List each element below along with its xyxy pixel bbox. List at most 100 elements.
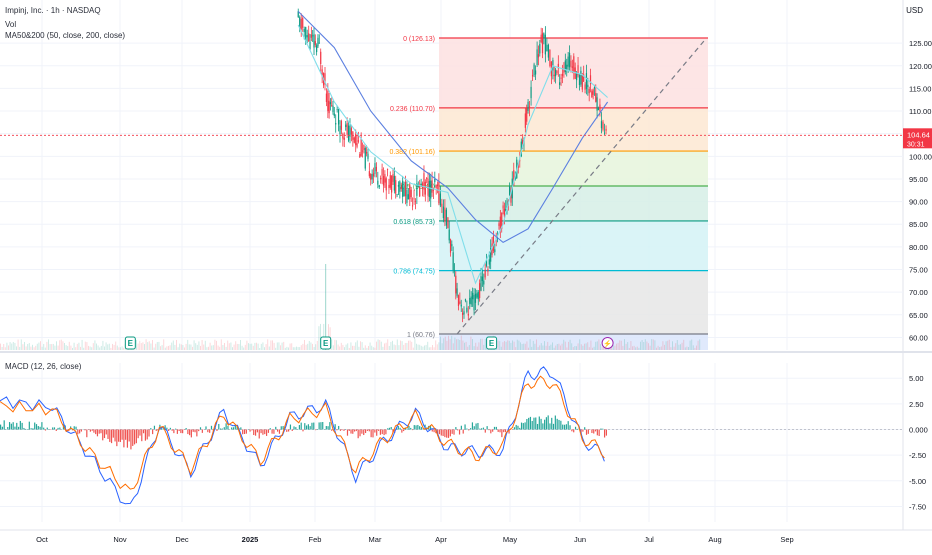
histogram-bar: [369, 430, 370, 432]
volume-bar: [688, 347, 689, 350]
candle-body: [307, 35, 308, 37]
volume-bar: [62, 341, 63, 350]
volume-bar: [405, 343, 406, 350]
candle-body: [316, 45, 317, 52]
histogram-bar: [555, 416, 556, 430]
volume-bar: [374, 348, 375, 350]
volume-bar: [35, 346, 36, 350]
volume-bar: [429, 347, 430, 350]
candle-body: [538, 54, 539, 57]
price-tag-countdown: 30:31: [907, 141, 925, 148]
histogram-bar: [95, 430, 96, 435]
volume-bar: [242, 346, 243, 350]
candle-body: [391, 175, 392, 192]
histogram-bar: [186, 428, 187, 429]
histogram-bar: [415, 425, 416, 429]
volume-bar: [395, 345, 396, 350]
volume-bar: [291, 343, 292, 350]
candle-body: [554, 75, 555, 76]
candle-body: [560, 78, 561, 79]
histogram-bar: [319, 422, 320, 429]
earnings-marker[interactable]: E: [487, 337, 497, 349]
price-axis-tick: 95.00: [909, 175, 928, 184]
histogram-bar: [376, 430, 377, 436]
volume-bar: [139, 341, 140, 350]
volume-bar: [160, 346, 161, 350]
volume-bar: [230, 343, 231, 350]
histogram-bar: [31, 428, 32, 429]
candle-body: [461, 305, 462, 307]
volume-bar: [82, 340, 83, 350]
volume-bar: [69, 342, 70, 350]
histogram-bar: [327, 426, 328, 429]
volume-bar: [210, 343, 211, 350]
candle-body: [373, 173, 374, 176]
candle-body: [532, 75, 533, 77]
volume-bar: [358, 347, 359, 350]
candle-body: [535, 70, 536, 74]
histogram-bar: [191, 430, 192, 438]
histogram-bar: [295, 427, 296, 429]
volume-bar: [118, 347, 119, 350]
earnings-marker[interactable]: E: [321, 337, 331, 349]
volume-bar: [293, 347, 294, 350]
volume-bar: [307, 344, 308, 350]
histogram-bar: [342, 430, 343, 431]
histogram-bar: [16, 423, 17, 430]
volume-bar: [560, 346, 561, 350]
split-marker[interactable]: ⚡: [602, 338, 613, 349]
histogram-bar: [193, 430, 194, 432]
histogram-bar: [380, 430, 381, 435]
histogram-bar: [102, 430, 103, 441]
candle-body: [541, 35, 542, 43]
volume-bar: [147, 342, 148, 350]
ma-legend: MA50&200 (50, close, 200, close): [5, 30, 125, 41]
volume-bar: [261, 344, 262, 350]
histogram-bar: [407, 429, 408, 430]
volume-bar: [680, 344, 681, 350]
price-axis-tick: 70.00: [909, 288, 928, 297]
candle-body: [388, 185, 389, 188]
volume-bar: [480, 339, 481, 350]
candle-body: [376, 167, 377, 171]
volume-bar: [386, 343, 387, 350]
candle-body: [476, 293, 477, 297]
histogram-bar: [299, 425, 300, 429]
volume-bar: [202, 340, 203, 350]
volume-bar: [592, 348, 593, 350]
volume-bar: [155, 344, 156, 350]
candle-body: [326, 94, 327, 102]
histogram-bar: [354, 430, 355, 432]
fib-zone: [439, 186, 708, 221]
earnings-marker[interactable]: E: [125, 337, 135, 349]
candle-body: [587, 85, 588, 87]
volume-bar: [5, 347, 6, 350]
candle-body: [447, 218, 448, 229]
volume-bar: [174, 345, 175, 350]
candle-body: [319, 43, 320, 44]
histogram-bar: [129, 430, 130, 442]
histogram-bar: [329, 422, 330, 429]
macd-axis-tick: 0.000: [909, 426, 928, 435]
volume-legend: Vol: [5, 19, 16, 30]
candle-body: [566, 65, 567, 70]
time-axis-tick: Apr: [435, 535, 447, 544]
volume-bar: [197, 345, 198, 350]
histogram-bar: [59, 428, 60, 430]
volume-bar: [75, 347, 76, 350]
volume-bar: [309, 341, 310, 350]
histogram-bar: [365, 430, 366, 434]
histogram-bar: [141, 430, 142, 442]
volume-bar: [99, 347, 100, 350]
histogram-bar: [391, 427, 392, 429]
histogram-bar: [356, 430, 357, 432]
histogram-bar: [417, 425, 418, 430]
price-axis-tick: 110.00: [909, 107, 931, 116]
candle-body: [379, 185, 380, 187]
histogram-bar: [432, 430, 433, 432]
candle-body: [377, 181, 378, 185]
volume-bar: [34, 347, 35, 350]
histogram-bar: [494, 427, 495, 430]
